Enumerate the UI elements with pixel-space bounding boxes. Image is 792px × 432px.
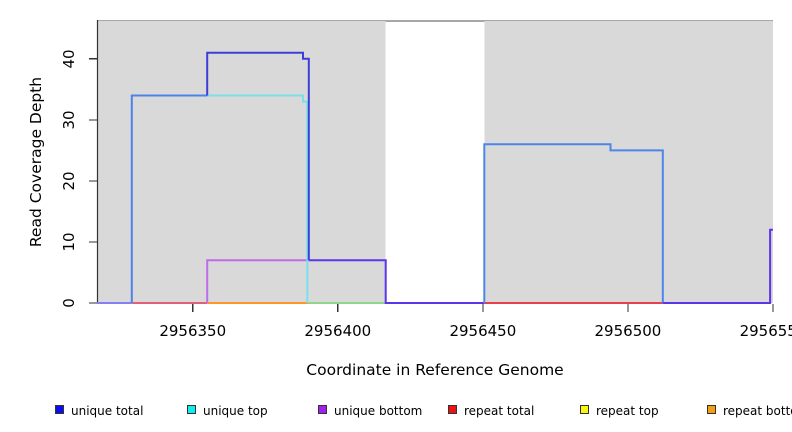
legend-swatch-icon (55, 405, 64, 414)
y-tick-label: 30 (60, 110, 78, 130)
legend-swatch-icon (318, 405, 327, 414)
y-tick-label: 0 (60, 298, 78, 308)
y-tick-label: 20 (60, 171, 78, 191)
legend-swatch-icon (580, 405, 589, 414)
unique-total-right-edge-line (662, 228, 773, 304)
unique-total-peak-line (206, 51, 310, 261)
legend-swatch-icon (707, 405, 716, 414)
x-tick-label: 2956400 (304, 322, 372, 340)
x-tick-label: 2956550 (739, 322, 792, 340)
legend-label: unique bottom (334, 404, 423, 418)
legend-label: repeat total (464, 404, 535, 418)
x-tick-label: 2956500 (594, 322, 662, 340)
shaded-region (484, 21, 773, 303)
unique-total-right-plateau-line (483, 143, 664, 303)
legend-label: unique total (71, 404, 144, 418)
legend-label: repeat bottom (723, 404, 792, 418)
unique-bottom-step-line (206, 259, 309, 303)
x-tick-label: 2956450 (449, 322, 517, 340)
x-axis-title: Coordinate in Reference Genome (306, 361, 564, 379)
legend-swatch-icon (187, 405, 196, 414)
y-axis-title: Read Coverage Depth (27, 76, 45, 248)
legend-label: repeat top (596, 404, 659, 418)
unique-total-mid-gap-line (308, 259, 485, 304)
y-tick-label: 40 (60, 49, 78, 69)
unique-total-left-plateau-line (130, 94, 208, 303)
legend-swatch-icon (448, 405, 457, 414)
legend-label: unique top (203, 404, 268, 418)
x-tick-label: 2956350 (159, 322, 227, 340)
shaded-region (97, 21, 386, 303)
y-tick-label: 10 (60, 232, 78, 252)
unique-top-step-line (207, 94, 309, 303)
